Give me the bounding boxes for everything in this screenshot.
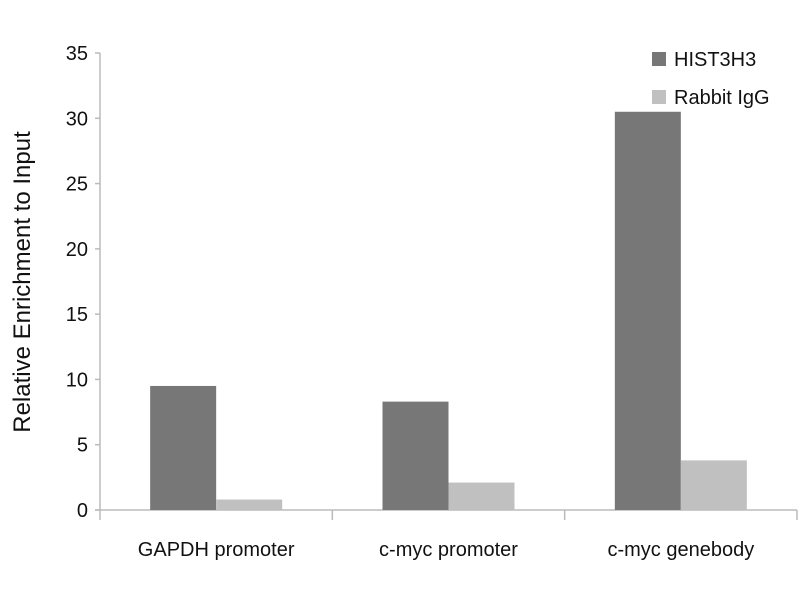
bar-hist3h3: [150, 385, 217, 510]
y-tick-label: 20: [66, 239, 88, 261]
bar-hist3h3: [614, 111, 681, 510]
legend: HIST3H3 Rabbit IgG: [652, 49, 770, 109]
x-tick-label: GAPDH promoter: [138, 539, 295, 561]
axes: 0 5 10 15 20 25 30 35 GAPDH promoter c-myc promot…: [66, 43, 798, 561]
bar-rabbit-igg: [448, 482, 515, 510]
bar-rabbit-igg: [680, 460, 747, 510]
x-tick-label: c-myc promoter: [379, 539, 518, 561]
y-tick-label: 25: [66, 174, 88, 196]
bar-rabbit-igg: [216, 499, 283, 510]
y-tick-label: 15: [66, 304, 88, 326]
legend-label: Rabbit IgG: [674, 87, 770, 109]
x-tick-label: c-myc genebody: [607, 539, 754, 561]
y-tick-label: 30: [66, 108, 88, 130]
bars: [150, 111, 747, 510]
bar-hist3h3: [382, 401, 449, 510]
y-tick-label: 10: [66, 369, 88, 391]
y-tick-label: 35: [66, 43, 88, 65]
y-axis-label: Relative Enrichment to Input: [9, 131, 36, 433]
legend-label: HIST3H3: [674, 49, 756, 71]
legend-swatch: [652, 90, 666, 104]
y-tick-label: 0: [77, 500, 88, 522]
y-tick-label: 5: [77, 435, 88, 457]
legend-swatch: [652, 52, 666, 66]
